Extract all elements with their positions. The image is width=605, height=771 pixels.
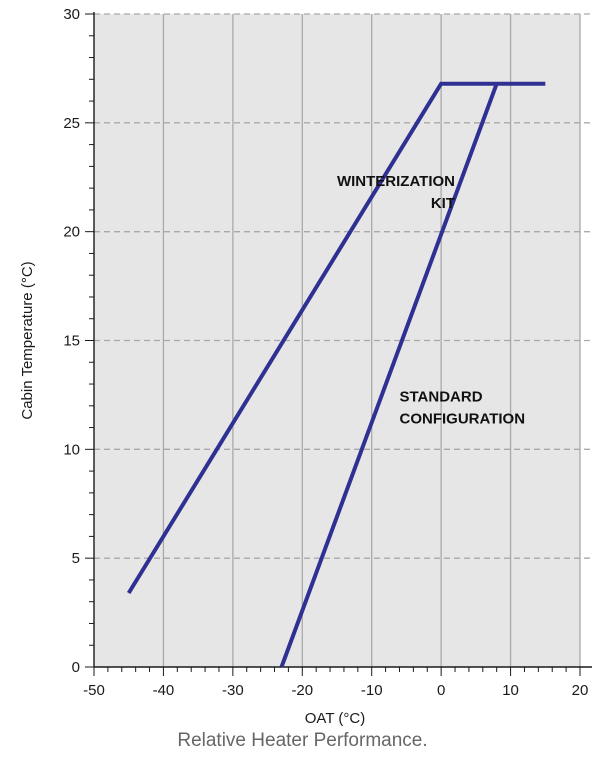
standard-configuration-annotation: STANDARD CONFIGURATION — [399, 388, 525, 427]
x-tick-label: -40 — [153, 682, 175, 699]
x-tick-label: -10 — [361, 682, 383, 699]
winterization-kit-line — [126, 81, 546, 595]
ticks: -50 -40 -30 -20 -10 0 10 20 0 5 10 15 20 25 30 — [63, 6, 588, 699]
winterization-kit-annotation: WINTERIZATION KIT — [337, 173, 455, 212]
figure-caption: Relative Heater Performance. — [177, 730, 428, 751]
y-axis-label: Cabin Temperature (°C) — [19, 261, 36, 419]
grid — [94, 13, 590, 667]
x-tick-label: 20 — [572, 682, 589, 699]
y-tick-label: 25 — [63, 115, 80, 132]
y-tick-label: 20 — [63, 224, 80, 241]
y-tick-label: 15 — [63, 333, 80, 350]
series-lines — [126, 81, 546, 668]
x-tick-label: 0 — [437, 682, 445, 699]
x-axis-label: OAT (°C) — [305, 710, 365, 727]
y-tick-label: 10 — [63, 441, 80, 458]
y-tick-label: 0 — [72, 659, 80, 676]
annotations: WINTERIZATION KIT STANDARD CONFIGURATION — [337, 173, 525, 427]
x-tick-label: -20 — [291, 682, 313, 699]
y-tick-label: 30 — [63, 6, 80, 23]
y-tick-label: 5 — [72, 550, 80, 567]
x-tick-label: -30 — [222, 682, 244, 699]
x-tick-label: -50 — [83, 682, 105, 699]
heater-performance-chart: -50 -40 -30 -20 -10 0 10 20 0 5 10 15 20 25 30 WINTERI… — [19, 6, 592, 727]
x-tick-label: 10 — [502, 682, 519, 699]
standard-configuration-line — [279, 83, 499, 668]
